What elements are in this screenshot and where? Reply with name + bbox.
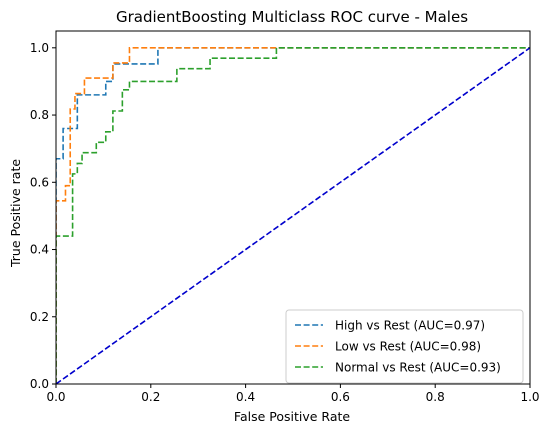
x-tick-label: 1.0 [520,390,539,404]
y-tick-label: 0.2 [30,310,49,324]
legend-label: High vs Rest (AUC=0.97) [335,319,485,333]
series-line-2 [56,47,530,384]
y-tick-label: 0.6 [30,175,49,189]
x-tick-label: 0.6 [331,390,350,404]
x-tick-label: 0.2 [141,390,160,404]
plot-area: 0.0 0.2 0.4 0.6 0.8 1.0 0.0 0.2 0.4 0.6 0.8 1.0 [30,30,540,404]
series-line-1 [56,47,530,384]
x-tick-label: 0.8 [426,390,445,404]
y-tick-label: 0.4 [30,243,49,257]
y-tick-label: 0.0 [30,377,49,391]
legend-box [285,309,524,384]
series-line-4 [56,47,530,384]
legend-label: Low vs Rest (AUC=0.98) [335,340,481,354]
chart-title: GradientBoosting Multiclass ROC curve - … [116,8,468,26]
y-axis-label: True Positive rate [8,159,23,268]
x-tick-label: 0.0 [46,390,65,404]
plot-frame [55,30,531,385]
legend-label: Normal vs Rest (AUC=0.93) [335,361,501,375]
x-axis-label: False Positive Rate [234,409,350,424]
legend: High vs Rest (AUC=0.97) Low vs Rest (AUC=… [285,309,524,384]
y-tick-label: 1.0 [30,41,49,55]
y-tick-label: 0.8 [30,108,49,122]
series-line-3 [56,47,530,384]
x-tick-label: 0.4 [236,390,255,404]
series-lines [56,47,530,384]
